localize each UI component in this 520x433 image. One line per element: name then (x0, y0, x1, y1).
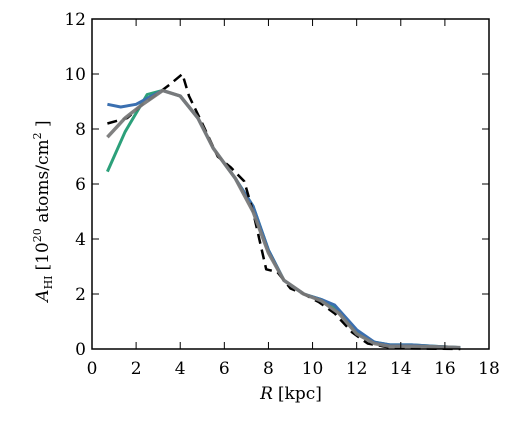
y-tick-label: 10 (64, 65, 86, 85)
series-layer (106, 72, 461, 351)
series-line-1 (106, 89, 461, 350)
x-axis-label: R [kpc] (259, 384, 322, 404)
x-tick-label: 8 (263, 359, 274, 379)
x-tick-label: 2 (131, 359, 142, 379)
y-tick-label: 4 (75, 230, 86, 250)
x-tick-label: 14 (390, 359, 412, 379)
x-tick-label: 18 (478, 359, 500, 379)
x-tick-label: 4 (175, 359, 186, 379)
y-tick-label: 0 (75, 340, 86, 360)
x-tick-label: 12 (346, 359, 368, 379)
ticks-layer: 0 2 4 6 8 10 12 14 16 18 0 2 4 6 8 10 12 (64, 10, 499, 379)
series-line-3 (107, 72, 461, 351)
y-tick-label: 8 (75, 120, 86, 140)
x-tick-label: 16 (434, 359, 456, 379)
y-axis-label: AHI[1020 atoms/cm2 ] (31, 120, 55, 303)
x-tick-label: 6 (219, 359, 230, 379)
x-tick-label: 10 (302, 359, 324, 379)
x-tick-label: 0 (87, 359, 98, 379)
plot-frame (91, 18, 490, 350)
series-line-4 (106, 88, 461, 350)
y-tick-label: 12 (64, 10, 86, 30)
series-line-2 (107, 89, 461, 350)
y-tick-label: 2 (75, 285, 86, 305)
y-tick-label: 6 (75, 175, 86, 195)
